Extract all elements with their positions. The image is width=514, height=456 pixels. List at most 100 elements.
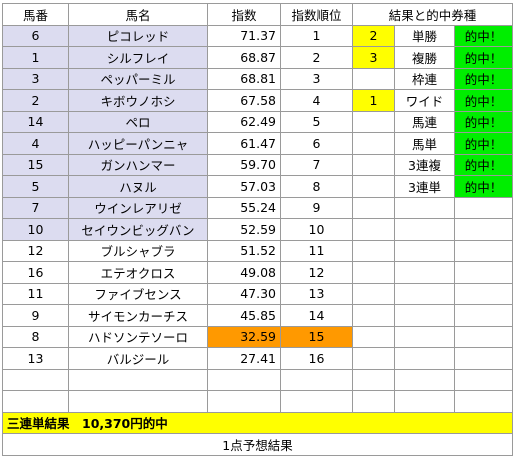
cell-index: 45.85: [207, 304, 281, 327]
cell-name: ペッパーミル: [68, 67, 208, 90]
cell-rank: 2: [280, 46, 353, 69]
cell-uma: 1: [2, 46, 69, 69]
cell-name: ウインレアリゼ: [68, 196, 208, 219]
cell-result-num: [352, 110, 395, 133]
cell-index: 51.52: [207, 239, 281, 262]
cell-hit: [454, 196, 513, 219]
header-uma: 馬番: [2, 3, 69, 26]
cell-result-num: [352, 325, 395, 348]
cell-index: 55.24: [207, 196, 281, 219]
cell-ticket: 3連複: [394, 153, 455, 176]
cell-result-num: [352, 196, 395, 219]
cell-result-num: [352, 132, 395, 155]
cell-ticket: [394, 218, 455, 241]
cell-ticket: [394, 325, 455, 348]
cell-result-num: [352, 67, 395, 90]
cell-rank: 7: [280, 153, 353, 176]
cell-rank: 16: [280, 347, 353, 370]
cell-ticket: [394, 261, 455, 284]
cell-rank: 8: [280, 175, 353, 198]
cell-ticket: 複勝: [394, 46, 455, 69]
cell-uma: 7: [2, 196, 69, 219]
cell-rank: 15: [280, 325, 353, 348]
cell-hit: [454, 390, 513, 413]
cell-result-num: [352, 347, 395, 370]
cell-result-num: [352, 390, 395, 413]
cell-hit: [454, 261, 513, 284]
cell-uma: 3: [2, 67, 69, 90]
cell-name: ハッピーパンニャ: [68, 132, 208, 155]
cell-index: 57.03: [207, 175, 281, 198]
cell-name: エテオクロス: [68, 261, 208, 284]
cell-ticket: [394, 390, 455, 413]
table-row: 13 バルジール 27.41 16: [2, 347, 513, 370]
table-row: 12 ブルシャブラ 51.52 11: [2, 239, 513, 262]
header-rank: 指数順位: [280, 3, 353, 26]
header-results: 結果と的中券種: [352, 3, 513, 26]
cell-uma: 14: [2, 110, 69, 133]
table-row: [2, 368, 513, 391]
cell-result-num: [352, 239, 395, 262]
cell-hit: 的中！: [454, 132, 513, 155]
cell-hit: [454, 325, 513, 348]
table-row: 7 ウインレアリゼ 55.24 9: [2, 196, 513, 219]
cell-uma: 16: [2, 261, 69, 284]
cell-index: [207, 368, 281, 391]
cell-hit: [454, 368, 513, 391]
cell-ticket: [394, 347, 455, 370]
cell-ticket: 馬単: [394, 132, 455, 155]
summary-cell: 三連単結果 10,370円的中: [2, 411, 513, 434]
cell-result-num: 3: [352, 46, 395, 69]
cell-rank: [280, 368, 353, 391]
cell-ticket: [394, 239, 455, 262]
caption-row: 1点予想結果: [2, 433, 513, 456]
table-row: 6 ピコレッド 71.37 1 2 単勝 的中！: [2, 24, 513, 47]
cell-uma: 9: [2, 304, 69, 327]
cell-index: 62.49: [207, 110, 281, 133]
cell-index: 71.37: [207, 24, 281, 47]
cell-result-num: [352, 261, 395, 284]
cell-uma: [2, 390, 69, 413]
cell-name: キボウノホシ: [68, 89, 208, 112]
cell-hit: 的中！: [454, 46, 513, 69]
table-row: 4 ハッピーパンニャ 61.47 6 馬単 的中！: [2, 132, 513, 155]
cell-hit: [454, 282, 513, 305]
cell-index: 52.59: [207, 218, 281, 241]
cell-name: ピコレッド: [68, 24, 208, 47]
table-row: 1 シルフレイ 68.87 2 3 複勝 的中！: [2, 46, 513, 69]
cell-name: ファイブセンス: [68, 282, 208, 305]
cell-uma: 4: [2, 132, 69, 155]
cell-hit: [454, 218, 513, 241]
cell-ticket: 3連単: [394, 175, 455, 198]
cell-hit: [454, 347, 513, 370]
table-row: 10 セイウンビッグバン 52.59 10: [2, 218, 513, 241]
cell-name: ブルシャブラ: [68, 239, 208, 262]
cell-rank: 3: [280, 67, 353, 90]
cell-rank: 4: [280, 89, 353, 112]
header-row: 馬番 馬名 指数 指数順位 結果と的中券種: [2, 3, 513, 26]
table-row: 11 ファイブセンス 47.30 13: [2, 282, 513, 305]
cell-uma: 11: [2, 282, 69, 305]
table-row: 3 ペッパーミル 68.81 3 枠連 的中！: [2, 67, 513, 90]
cell-rank: [280, 390, 353, 413]
cell-name: ガンハンマー: [68, 153, 208, 176]
cell-name: バルジール: [68, 347, 208, 370]
cell-result-num: [352, 282, 395, 305]
cell-rank: 1: [280, 24, 353, 47]
summary-row: 三連単結果 10,370円的中: [2, 411, 513, 434]
cell-rank: 10: [280, 218, 353, 241]
cell-name: サイモンカーチス: [68, 304, 208, 327]
table-row: 9 サイモンカーチス 45.85 14: [2, 304, 513, 327]
table-row: [2, 390, 513, 413]
table-row: 5 ハヌル 57.03 8 3連単 的中！: [2, 175, 513, 198]
cell-result-num: [352, 218, 395, 241]
cell-ticket: [394, 282, 455, 305]
cell-ticket: ワイド: [394, 89, 455, 112]
cell-hit: 的中！: [454, 110, 513, 133]
table-row: 8 ハドソンテソーロ 32.59 15: [2, 325, 513, 348]
cell-name: セイウンビッグバン: [68, 218, 208, 241]
cell-index: [207, 390, 281, 413]
cell-uma: 5: [2, 175, 69, 198]
cell-index: 27.41: [207, 347, 281, 370]
cell-hit: 的中！: [454, 175, 513, 198]
